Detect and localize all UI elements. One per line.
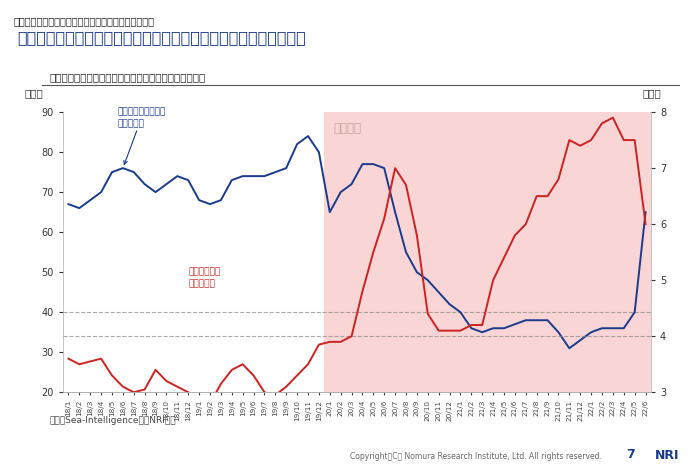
Text: 7: 7 bbox=[626, 448, 636, 461]
Text: スケジュール遵守率
（左目盛）: スケジュール遵守率 （左目盛） bbox=[118, 107, 166, 164]
Text: コロナ後: コロナ後 bbox=[333, 122, 361, 135]
Text: 平均遅延日数
（右目盛）: 平均遅延日数 （右目盛） bbox=[188, 268, 220, 288]
Text: 海上コンテナ輸送のスケジュール遅延、需給逼迫は継続している。: 海上コンテナ輸送のスケジュール遅延、需給逼迫は継続している。 bbox=[18, 30, 307, 45]
Bar bbox=[324, 112, 651, 392]
Text: Copyright（C） Nomura Research Institute, Ltd. All rights reserved.: Copyright（C） Nomura Research Institute, … bbox=[350, 453, 602, 461]
Text: NRI: NRI bbox=[654, 449, 679, 462]
Text: （日）: （日） bbox=[643, 88, 662, 98]
Text: 海上コンテナ船のスケジュール遵守率、平均遅延日数: 海上コンテナ船のスケジュール遵守率、平均遅延日数 bbox=[14, 16, 155, 26]
Text: 出所）Sea-IntelligenceよりNRI作成: 出所）Sea-IntelligenceよりNRI作成 bbox=[49, 416, 176, 425]
Text: （％）: （％） bbox=[25, 88, 43, 98]
Text: 海上コンテナ船のスケジュール遵守率及び平均遅延日数: 海上コンテナ船のスケジュール遵守率及び平均遅延日数 bbox=[49, 72, 205, 82]
